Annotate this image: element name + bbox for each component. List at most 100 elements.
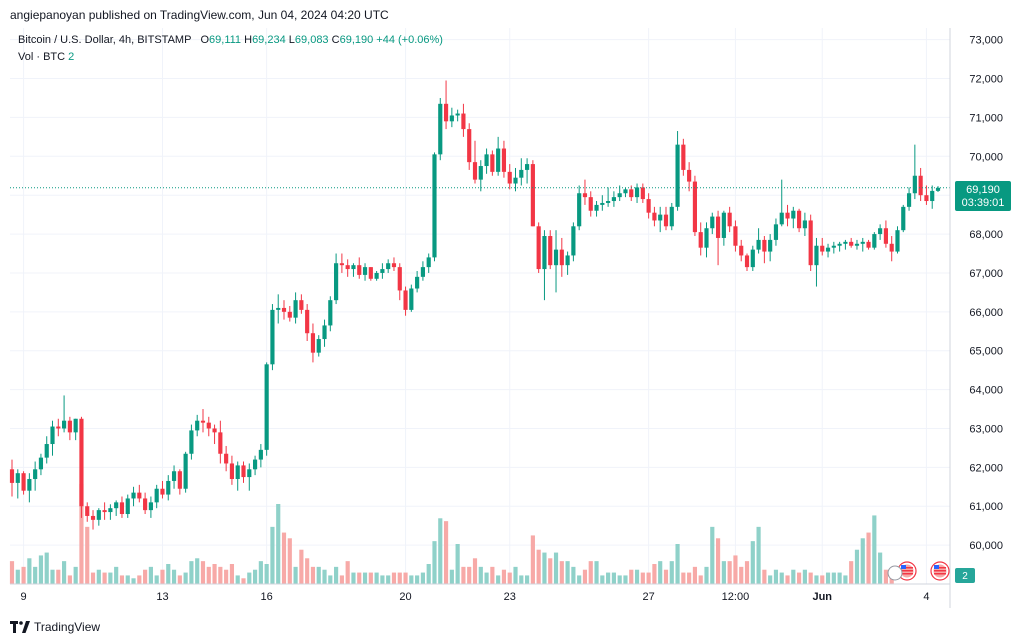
volume-bar bbox=[415, 575, 420, 584]
volume-bar bbox=[744, 561, 750, 584]
volume-bar bbox=[455, 544, 460, 584]
candle bbox=[571, 222, 576, 262]
x-tick-label: 16 bbox=[261, 591, 273, 603]
volume-bar bbox=[675, 544, 680, 584]
candle bbox=[594, 201, 599, 217]
grid-lines bbox=[10, 28, 950, 584]
volume-bar bbox=[663, 569, 669, 584]
candle bbox=[252, 455, 258, 476]
volume-bar bbox=[542, 552, 547, 584]
volume-bar bbox=[606, 572, 611, 584]
candle bbox=[548, 230, 553, 270]
volume-value: 2 bbox=[68, 51, 75, 63]
change-value: +44 (+0.06%) bbox=[376, 34, 443, 46]
us-flag-icon[interactable] bbox=[930, 561, 950, 581]
y-tick-label: 63,000 bbox=[969, 423, 1003, 435]
price-tag-countdown: 03:39:01 bbox=[962, 197, 1005, 209]
open-key: O bbox=[200, 34, 210, 46]
candle bbox=[496, 136, 501, 176]
us-flag-icon[interactable] bbox=[897, 561, 917, 581]
candle bbox=[634, 183, 640, 203]
candle bbox=[542, 230, 547, 301]
volume-legend[interactable]: Vol · BTC 2 bbox=[18, 51, 74, 63]
candle bbox=[762, 236, 767, 264]
volume-tag: 2 bbox=[955, 568, 975, 583]
candle bbox=[264, 362, 269, 456]
candle bbox=[166, 475, 171, 501]
volume-bar bbox=[218, 566, 223, 584]
candle bbox=[501, 140, 507, 178]
volume-bar bbox=[519, 575, 524, 584]
candle bbox=[79, 416, 84, 518]
x-tick-label: 20 bbox=[399, 591, 411, 603]
candle bbox=[918, 167, 923, 202]
symbol-name: Bitcoin / U.S. Dollar, 4h, BITSTAMP bbox=[18, 34, 192, 46]
volume-bar bbox=[368, 572, 373, 584]
volume-bar bbox=[762, 569, 767, 584]
candle bbox=[438, 97, 443, 161]
volume-bar bbox=[860, 538, 865, 584]
candle bbox=[652, 206, 657, 227]
candle bbox=[623, 187, 628, 198]
volume-bar bbox=[438, 518, 443, 584]
volume-bar bbox=[808, 572, 813, 584]
footer-brand[interactable]: TradingView bbox=[10, 620, 100, 634]
candle bbox=[85, 502, 90, 522]
y-tick-label: 73,000 bbox=[969, 35, 1003, 47]
event-markers[interactable] bbox=[887, 561, 950, 581]
volume-bar bbox=[229, 564, 235, 584]
volume-bar bbox=[733, 555, 738, 584]
candle bbox=[866, 239, 871, 250]
candle bbox=[582, 179, 588, 205]
candle bbox=[519, 158, 524, 186]
volume-bar bbox=[739, 566, 744, 584]
candle bbox=[606, 187, 611, 207]
candle bbox=[96, 508, 101, 526]
volume-bar bbox=[704, 566, 709, 584]
volume-bar bbox=[403, 572, 408, 584]
volume-bar bbox=[21, 566, 26, 584]
volume-bar bbox=[56, 569, 61, 584]
volume-bar bbox=[883, 569, 888, 584]
volume-bar bbox=[490, 566, 495, 584]
event-stack-icon[interactable] bbox=[887, 565, 903, 581]
volume-bar bbox=[183, 572, 188, 584]
candle bbox=[791, 206, 796, 229]
candle bbox=[125, 494, 130, 518]
candle bbox=[235, 461, 240, 491]
candle bbox=[183, 451, 188, 493]
volume-bar bbox=[357, 572, 362, 584]
volume-bar bbox=[33, 566, 38, 584]
candle bbox=[276, 294, 281, 324]
candle bbox=[9, 459, 15, 497]
volume-bar bbox=[270, 526, 275, 584]
candle bbox=[443, 80, 449, 130]
candle bbox=[507, 164, 512, 190]
candle bbox=[912, 144, 917, 200]
volume-bar bbox=[200, 561, 206, 584]
symbol-legend[interactable]: Bitcoin / U.S. Dollar, 4h, BITSTAMP O69,… bbox=[18, 34, 443, 46]
y-tick-label: 67,000 bbox=[969, 268, 1003, 280]
candle bbox=[658, 206, 663, 233]
candle bbox=[872, 232, 877, 250]
candle bbox=[854, 239, 860, 250]
candle bbox=[843, 239, 848, 250]
candle bbox=[108, 504, 113, 520]
x-tick-label: 13 bbox=[156, 591, 168, 603]
candle bbox=[553, 230, 559, 293]
volume-bar bbox=[131, 578, 136, 584]
candle bbox=[715, 210, 721, 266]
volume-bar bbox=[276, 504, 281, 584]
candle bbox=[675, 131, 680, 211]
candle bbox=[56, 418, 61, 437]
candle bbox=[484, 148, 489, 174]
volume-bar bbox=[773, 569, 779, 584]
volume-bar bbox=[825, 572, 831, 584]
volume-bar bbox=[658, 561, 663, 584]
candle bbox=[33, 461, 38, 491]
candle bbox=[339, 253, 344, 273]
candle bbox=[906, 187, 912, 211]
candle bbox=[692, 175, 698, 237]
volume-bar bbox=[588, 561, 593, 584]
